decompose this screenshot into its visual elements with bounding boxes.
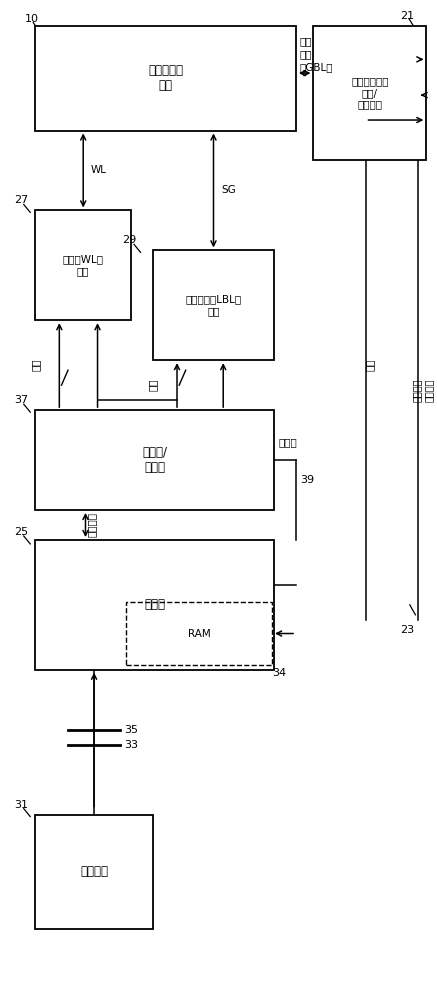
Text: 25: 25 <box>14 527 28 537</box>
FancyBboxPatch shape <box>126 602 272 665</box>
Text: 29: 29 <box>122 235 136 245</box>
Text: RAM: RAM <box>188 629 211 639</box>
Text: 位线: 位线 <box>299 49 312 59</box>
Text: 存储器单元
阵列: 存储器单元 阵列 <box>148 64 183 92</box>
Text: 23: 23 <box>400 625 414 635</box>
FancyBboxPatch shape <box>153 250 274 360</box>
Text: 27: 27 <box>14 195 28 205</box>
Text: 10: 10 <box>24 14 38 24</box>
Text: 控制: 控制 <box>148 379 158 391</box>
Text: 33: 33 <box>125 740 139 750</box>
Text: 全局: 全局 <box>299 36 312 46</box>
Text: 指令状态: 指令状态 <box>87 512 97 537</box>
Text: 字线（WL）
选择: 字线（WL） 选择 <box>63 255 104 276</box>
Text: 控制: 控制 <box>31 359 41 371</box>
Text: 39: 39 <box>300 475 315 485</box>
Text: 34: 34 <box>272 668 286 678</box>
Text: 寻址线: 寻址线 <box>279 437 298 447</box>
FancyBboxPatch shape <box>35 815 153 929</box>
FancyBboxPatch shape <box>35 210 131 320</box>
Text: 37: 37 <box>14 395 28 405</box>
Text: 31: 31 <box>14 800 28 810</box>
FancyBboxPatch shape <box>35 26 296 131</box>
Text: SG: SG <box>221 185 236 195</box>
Text: 解码器/
驱动器: 解码器/ 驱动器 <box>142 446 167 474</box>
Text: （GBL）: （GBL） <box>299 62 333 72</box>
Text: 控制: 控制 <box>365 359 375 371</box>
Text: 控制器: 控制器 <box>144 598 165 611</box>
Text: 感测放大器和
输入/
输出电路: 感测放大器和 输入/ 输出电路 <box>351 76 388 110</box>
Text: WL: WL <box>91 165 107 175</box>
Text: 局部位线（LBL）
选择: 局部位线（LBL） 选择 <box>185 294 242 316</box>
FancyBboxPatch shape <box>35 410 274 510</box>
Text: 数据输入
一输出线: 数据输入 一输出线 <box>412 378 434 402</box>
Text: 35: 35 <box>125 725 139 735</box>
Text: 主机系统: 主机系统 <box>80 865 108 878</box>
FancyBboxPatch shape <box>35 540 274 670</box>
Text: 21: 21 <box>400 11 414 21</box>
FancyBboxPatch shape <box>313 26 427 160</box>
